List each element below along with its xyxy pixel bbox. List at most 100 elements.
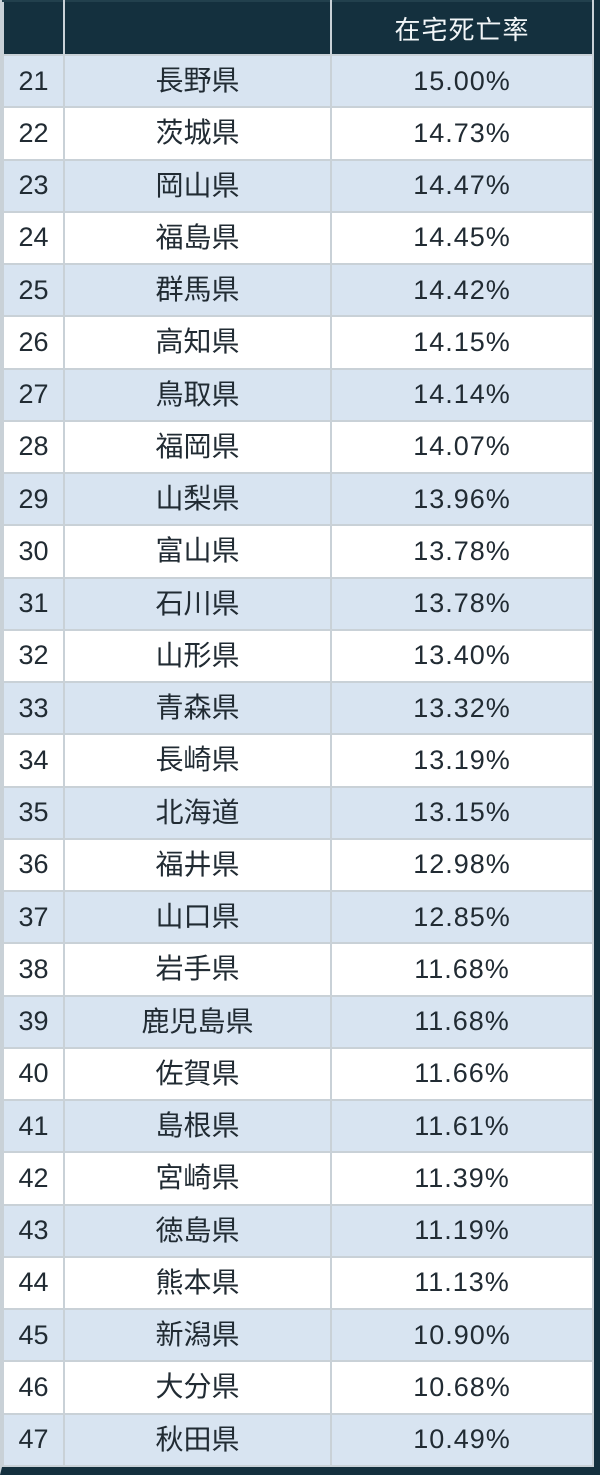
prefecture-cell: 秋田県 bbox=[63, 1412, 332, 1467]
table-row: 35 北海道 13.15% bbox=[2, 785, 594, 840]
table-row: 37 山口県 12.85% bbox=[2, 889, 594, 945]
prefecture-cell: 徳島県 bbox=[63, 1203, 332, 1258]
table-row: 28 福岡県 14.07% bbox=[2, 419, 594, 475]
table-row: 44 熊本県 11.13% bbox=[2, 1255, 594, 1311]
table-row: 27 鳥取県 14.14% bbox=[2, 367, 594, 422]
header-row: 在宅死亡率 bbox=[2, 0, 594, 56]
table-row: 23 岡山県 14.47% bbox=[2, 158, 594, 213]
table-row: 36 福井県 12.98% bbox=[2, 837, 594, 893]
table-row: 45 新潟県 10.90% bbox=[2, 1307, 594, 1363]
table-row: 22 茨城県 14.73% bbox=[2, 106, 594, 161]
rate-column-header: 在宅死亡率 bbox=[330, 0, 594, 56]
prefecture-cell: 島根県 bbox=[63, 1098, 332, 1154]
table-row: 39 鹿児島県 11.68% bbox=[2, 994, 594, 1049]
prefecture-cell: 鹿児島県 bbox=[63, 994, 332, 1049]
prefecture-cell: 岩手県 bbox=[63, 942, 332, 997]
table-row: 33 青森県 13.32% bbox=[2, 680, 594, 736]
prefecture-cell: 新潟県 bbox=[63, 1307, 332, 1363]
table-row: 42 宮崎県 11.39% bbox=[2, 1151, 594, 1206]
prefecture-cell: 大分県 bbox=[63, 1360, 332, 1415]
prefecture-cell: 北海道 bbox=[63, 785, 332, 840]
table-row: 30 富山県 13.78% bbox=[2, 524, 594, 579]
rate-cell: 11.61% bbox=[330, 1098, 594, 1154]
prefecture-cell: 岡山県 bbox=[63, 158, 332, 213]
rate-cell: 11.39% bbox=[330, 1151, 594, 1206]
table-body: 21 長野県 15.00% 22 茨城県 14.73% 23 岡山県 14.47… bbox=[2, 53, 594, 1467]
table-row: 46 大分県 10.68% bbox=[2, 1360, 594, 1415]
rank-cell: 25 bbox=[2, 262, 65, 318]
rate-cell: 13.32% bbox=[330, 680, 594, 736]
prefecture-cell: 群馬県 bbox=[63, 262, 332, 318]
rate-cell: 13.19% bbox=[330, 733, 594, 788]
rank-cell: 28 bbox=[2, 419, 65, 475]
rank-cell: 21 bbox=[2, 53, 65, 109]
rank-cell: 27 bbox=[2, 367, 65, 422]
rate-cell: 13.40% bbox=[330, 628, 594, 684]
rank-cell: 33 bbox=[2, 680, 65, 736]
rate-cell: 11.68% bbox=[330, 994, 594, 1049]
prefecture-cell: 長野県 bbox=[63, 53, 332, 109]
prefecture-cell: 茨城県 bbox=[63, 106, 332, 161]
prefecture-cell: 石川県 bbox=[63, 576, 332, 631]
prefecture-cell: 福島県 bbox=[63, 210, 332, 266]
table-row: 34 長崎県 13.19% bbox=[2, 733, 594, 788]
prefecture-cell: 宮崎県 bbox=[63, 1151, 332, 1206]
rank-cell: 46 bbox=[2, 1360, 65, 1415]
table-row: 43 徳島県 11.19% bbox=[2, 1203, 594, 1258]
rate-cell: 12.85% bbox=[330, 889, 594, 945]
rate-cell: 15.00% bbox=[330, 53, 594, 109]
rate-cell: 11.68% bbox=[330, 942, 594, 997]
rate-cell: 14.47% bbox=[330, 158, 594, 213]
table-row: 25 群馬県 14.42% bbox=[2, 262, 594, 318]
table-row: 24 福島県 14.45% bbox=[2, 210, 594, 266]
table-row: 38 岩手県 11.68% bbox=[2, 942, 594, 997]
rate-cell: 13.15% bbox=[330, 785, 594, 840]
rank-column-header bbox=[2, 0, 65, 56]
table-row: 29 山梨県 13.96% bbox=[2, 471, 594, 527]
rank-cell: 26 bbox=[2, 315, 65, 370]
prefecture-cell: 山形県 bbox=[63, 628, 332, 684]
table-row: 40 佐賀県 11.66% bbox=[2, 1046, 594, 1102]
rate-cell: 14.07% bbox=[330, 419, 594, 475]
rate-cell: 14.42% bbox=[330, 262, 594, 318]
rate-cell: 14.73% bbox=[330, 106, 594, 161]
prefecture-cell: 山口県 bbox=[63, 889, 332, 945]
rank-cell: 32 bbox=[2, 628, 65, 684]
rank-cell: 44 bbox=[2, 1255, 65, 1311]
rate-cell: 11.13% bbox=[330, 1255, 594, 1311]
prefecture-cell: 山梨県 bbox=[63, 471, 332, 527]
rank-cell: 22 bbox=[2, 106, 65, 161]
table-row: 41 島根県 11.61% bbox=[2, 1098, 594, 1154]
table-row: 26 高知県 14.15% bbox=[2, 315, 594, 370]
prefecture-cell: 長崎県 bbox=[63, 733, 332, 788]
rank-cell: 37 bbox=[2, 889, 65, 945]
rank-cell: 40 bbox=[2, 1046, 65, 1102]
rank-cell: 41 bbox=[2, 1098, 65, 1154]
prefecture-cell: 佐賀県 bbox=[63, 1046, 332, 1102]
rate-cell: 11.19% bbox=[330, 1203, 594, 1258]
rate-cell: 10.49% bbox=[330, 1412, 594, 1467]
rank-cell: 24 bbox=[2, 210, 65, 266]
table-row: 21 長野県 15.00% bbox=[2, 53, 594, 109]
table-row: 31 石川県 13.78% bbox=[2, 576, 594, 631]
rank-cell: 35 bbox=[2, 785, 65, 840]
rate-cell: 13.78% bbox=[330, 576, 594, 631]
rank-cell: 29 bbox=[2, 471, 65, 527]
prefecture-cell: 熊本県 bbox=[63, 1255, 332, 1311]
rank-cell: 23 bbox=[2, 158, 65, 213]
prefecture-cell: 福岡県 bbox=[63, 419, 332, 475]
rate-cell: 13.78% bbox=[330, 524, 594, 579]
rank-cell: 31 bbox=[2, 576, 65, 631]
rank-cell: 43 bbox=[2, 1203, 65, 1258]
rank-cell: 30 bbox=[2, 524, 65, 579]
rate-cell: 11.66% bbox=[330, 1046, 594, 1102]
rate-cell: 13.96% bbox=[330, 471, 594, 527]
rank-cell: 36 bbox=[2, 837, 65, 893]
table-row: 47 秋田県 10.49% bbox=[2, 1412, 594, 1467]
rank-cell: 47 bbox=[2, 1412, 65, 1467]
rate-cell: 10.68% bbox=[330, 1360, 594, 1415]
table-row: 32 山形県 13.40% bbox=[2, 628, 594, 684]
prefecture-cell: 鳥取県 bbox=[63, 367, 332, 422]
